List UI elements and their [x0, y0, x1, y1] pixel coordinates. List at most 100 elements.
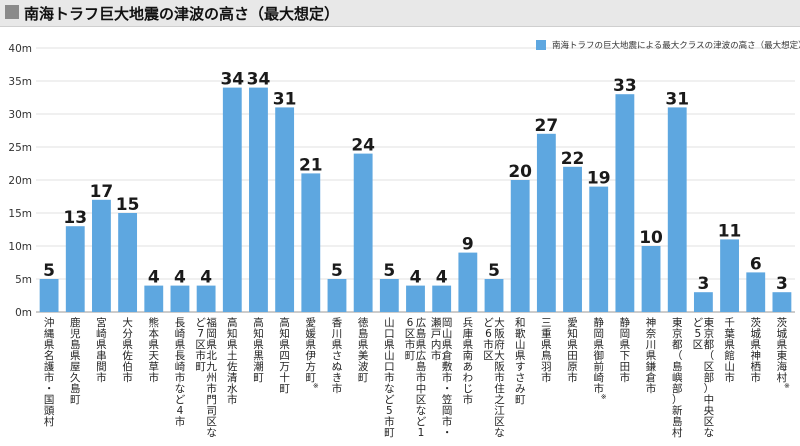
bar	[510, 180, 530, 312]
bar	[170, 285, 190, 312]
category-label-text: 大分県佐伯市	[122, 316, 133, 384]
category-note-mark: ※	[601, 393, 607, 401]
value-label: 4	[436, 268, 448, 288]
value-label: 34	[220, 70, 244, 90]
category-label: 沖縄県名護市・国頭村	[44, 316, 55, 428]
category-label-text: 岡山県倉敷市・笠岡市・瀬戸内市	[431, 316, 453, 439]
category-label-text: 香川県さぬき市	[332, 317, 343, 395]
bar	[196, 285, 216, 312]
bar	[353, 153, 373, 312]
value-label: 5	[488, 261, 500, 281]
category-label-text: 茨城県神栖市	[750, 316, 761, 384]
category-label-text: 熊本県天草市	[149, 316, 160, 384]
bar	[484, 279, 504, 312]
value-label: 31	[273, 89, 297, 109]
category-label: 高知県黒潮町	[253, 316, 264, 384]
category-label-text: 神奈川県鎌倉市	[646, 316, 657, 395]
bars	[39, 87, 792, 313]
category-label-text: 東京都（島嶼部）新島村	[672, 316, 683, 439]
value-label: 31	[665, 89, 689, 109]
category-label: 愛知県田原市	[567, 316, 578, 384]
category-label: 兵庫県南あわじ市	[463, 316, 474, 406]
category-label: 茨城県神栖市	[750, 316, 761, 384]
category-label-text: 兵庫県南あわじ市	[463, 316, 474, 406]
value-label: 27	[535, 116, 559, 136]
bar	[458, 252, 478, 312]
category-label: 福岡県北九州市門司区など 7 区市町	[195, 316, 217, 439]
category-label-text: 愛知県田原市	[567, 316, 578, 384]
chart-title: 南海トラフ巨大地震の津波の高さ（最大想定）	[24, 5, 340, 23]
category-label: 東京都（島嶼部）新島村	[672, 316, 683, 439]
value-label: 34	[247, 70, 271, 90]
value-label: 4	[200, 268, 212, 288]
bar	[222, 87, 242, 312]
bar	[144, 285, 164, 312]
value-label: 5	[383, 261, 395, 281]
header-square-icon	[5, 5, 19, 19]
value-label: 24	[351, 136, 375, 156]
value-label: 15	[116, 195, 140, 215]
category-label: 神奈川県鎌倉市	[646, 316, 657, 395]
bar	[432, 285, 452, 312]
value-label: 5	[331, 261, 343, 281]
category-label-text: 静岡県御前崎市	[593, 316, 604, 395]
category-label: 熊本県天草市	[149, 316, 160, 384]
category-label: 広島県広島市中区など 16 区市町	[405, 316, 427, 439]
category-label: 香川県さぬき市	[332, 317, 343, 395]
category-label: 東京都（区部）中央区など 5 区	[693, 316, 715, 439]
category-label-text: 長崎県長崎市など 4 市	[175, 317, 186, 428]
category-label: 高知県土佐清水市	[227, 316, 238, 406]
value-label: 4	[148, 268, 160, 288]
category-label-text: 山口県山口市など 5 市町	[384, 317, 395, 439]
value-label: 3	[776, 274, 788, 294]
category-label-text: 茨城県東海村	[777, 316, 788, 384]
category-label-text: 愛媛県伊方町	[306, 316, 317, 384]
category-label: 岡山県倉敷市・笠岡市・瀬戸内市	[431, 316, 453, 439]
bar	[92, 199, 111, 312]
legend-label: 南海トラフの巨大地震による最大クラスの津波の高さ（最大想定）	[552, 41, 800, 51]
bar	[536, 133, 556, 312]
category-label-text: 広島県広島市中区など 16 区市町	[405, 316, 427, 439]
value-label: 33	[613, 76, 637, 96]
bar	[720, 239, 739, 312]
category-label-text: 和歌山県すさみ町	[515, 317, 526, 406]
category-label-text: 高知県四万十町	[279, 316, 290, 395]
legend-swatch	[536, 40, 546, 50]
category-label-text: 高知県土佐清水市	[227, 316, 238, 406]
category-label-text: 高知県黒潮町	[253, 316, 264, 384]
category-label: 山口県山口市など 5 市町	[384, 317, 395, 439]
category-note-mark: ※	[784, 382, 790, 390]
category-label: 高知県四万十町	[279, 316, 290, 395]
bar	[275, 107, 295, 313]
category-label-text: 徳島県美波町	[358, 316, 369, 384]
bar	[563, 166, 582, 312]
value-label: 11	[718, 221, 742, 241]
category-labels: 沖縄県名護市・国頭村 鹿児島県屋久島町 宮崎県串間市 大分県佐伯市 熊本県天草市 長崎県長…	[44, 316, 790, 439]
category-label-text: 東京都（区部）中央区など 5 区	[693, 316, 715, 439]
category-label: 和歌山県すさみ町	[515, 317, 526, 406]
category-label-text: 大阪府大阪市住之江区など 6 市区	[483, 316, 505, 439]
y-tick-label: 10m	[8, 241, 32, 253]
y-axis: 0m 5m 10m 15m 20m 25m 30m 35m 40m	[8, 43, 32, 319]
category-label-text: 福岡県北九州市門司区など 7 区市町	[195, 316, 217, 439]
chart-header: 南海トラフ巨大地震の津波の高さ（最大想定）	[0, 0, 800, 27]
bar	[406, 285, 425, 312]
value-label: 3	[697, 274, 709, 294]
category-label-text: 宮崎県串間市	[96, 316, 107, 384]
value-label: 17	[90, 182, 114, 202]
category-label: 長崎県長崎市など 4 市	[175, 317, 186, 428]
y-tick-label: 25m	[8, 142, 32, 154]
y-tick-label: 30m	[8, 109, 32, 121]
category-label: 三重県鳥羽市	[541, 317, 552, 384]
value-label: 6	[750, 254, 762, 274]
category-label-text: 鹿児島県屋久島町	[70, 316, 81, 406]
category-label: 千葉県館山市	[724, 317, 735, 384]
bar	[772, 292, 792, 312]
category-label-text: 千葉県館山市	[724, 317, 735, 384]
category-label: 愛媛県伊方町※	[306, 316, 319, 390]
value-label: 22	[561, 149, 585, 169]
y-tick-label: 20m	[8, 175, 32, 187]
category-note-mark: ※	[313, 382, 319, 390]
